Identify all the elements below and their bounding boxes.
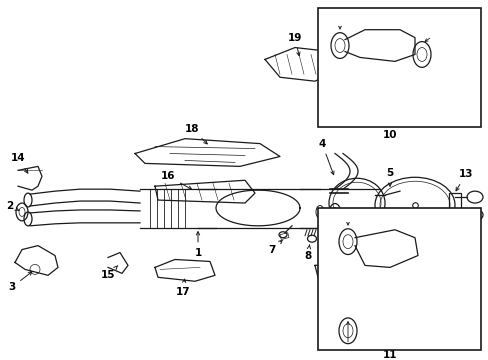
Text: 7: 7 [268, 240, 282, 255]
Text: 12: 12 [424, 32, 438, 42]
Text: 14: 14 [11, 153, 28, 173]
Bar [280, 233, 288, 239]
Text: 12: 12 [340, 215, 354, 225]
Text: 9: 9 [356, 247, 363, 262]
Text: 19: 19 [287, 33, 302, 56]
Text: 10: 10 [382, 130, 396, 140]
Bar [448, 193, 460, 211]
Text: 12: 12 [332, 19, 346, 29]
Bar [317, 8, 480, 127]
Text: 16: 16 [161, 171, 191, 189]
Text: 5: 5 [386, 168, 393, 186]
Text: 1: 1 [194, 231, 201, 257]
Text: 2: 2 [6, 201, 19, 211]
Text: 17: 17 [175, 279, 190, 297]
Text: 18: 18 [184, 124, 207, 144]
Text: 20: 20 [344, 279, 359, 297]
Text: 6: 6 [318, 217, 328, 231]
Text: 12: 12 [340, 339, 354, 350]
Text: 3: 3 [8, 272, 32, 292]
Text: 4: 4 [318, 139, 333, 175]
Text: 15: 15 [101, 266, 118, 280]
Bar [317, 208, 480, 350]
Text: 11: 11 [382, 350, 396, 360]
Text: 13: 13 [455, 169, 472, 191]
Text: 8: 8 [304, 245, 311, 261]
